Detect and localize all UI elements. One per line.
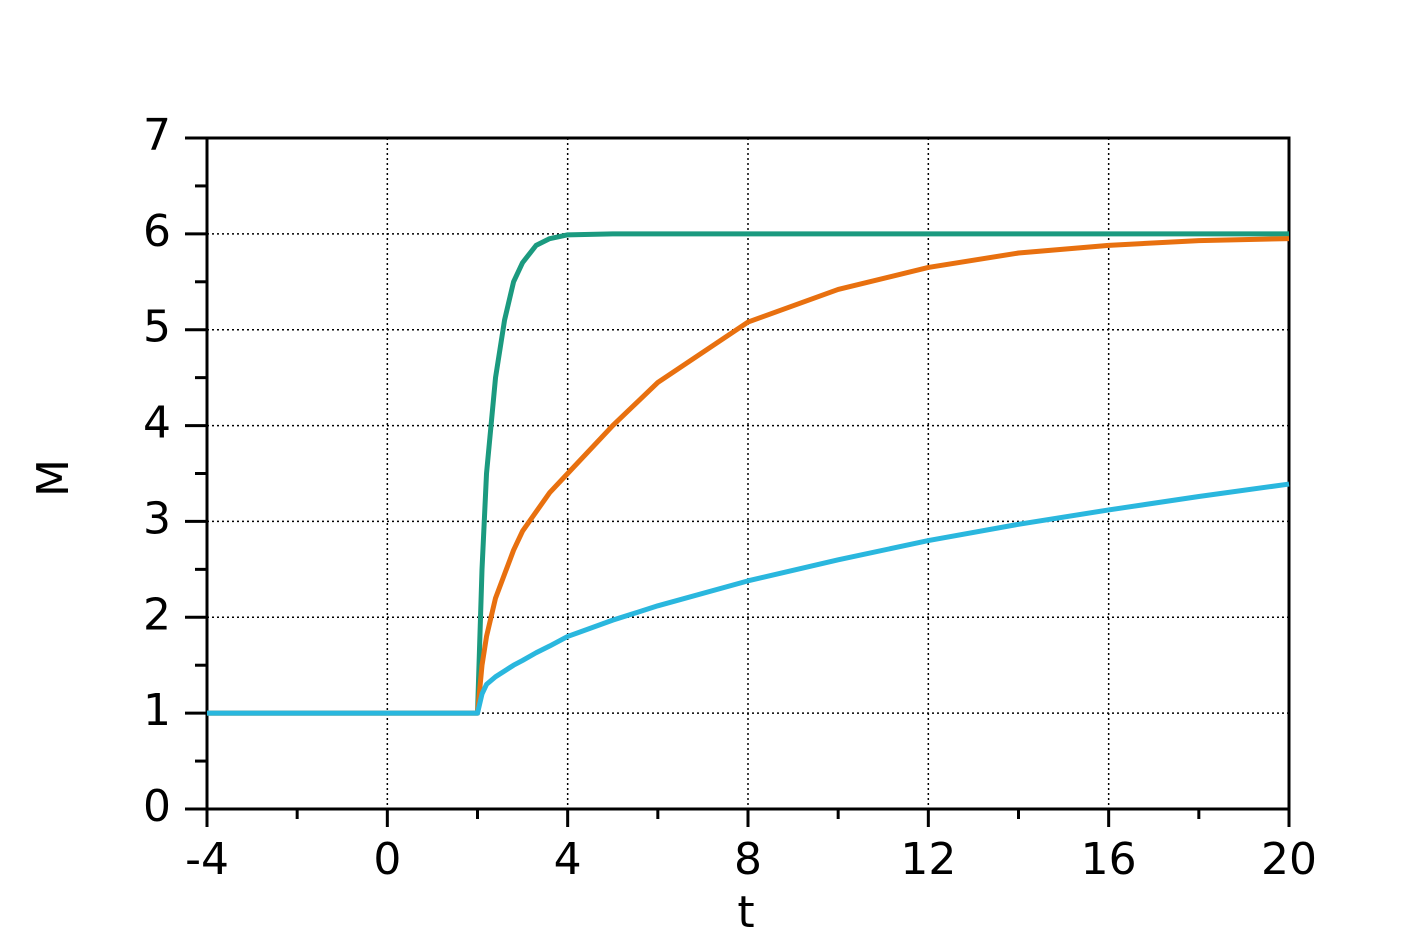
x-tick-label: -4: [185, 834, 229, 885]
y-tick-label: 0: [143, 781, 171, 832]
series-line: [207, 236, 1290, 716]
x-axis-label: t: [737, 887, 754, 938]
series-line: [207, 231, 1289, 716]
y-tick-label: 2: [143, 589, 171, 640]
y-tick-label: 3: [143, 493, 171, 544]
x-tick-label: 8: [734, 834, 762, 885]
y-tick-label: 4: [143, 398, 171, 449]
x-tick-label: 16: [1081, 834, 1137, 885]
y-tick-label: 5: [143, 302, 171, 353]
y-axis-label: M: [28, 459, 79, 497]
y-tick-label: 1: [143, 685, 171, 736]
x-tick-label: 20: [1261, 834, 1317, 885]
series-line: [207, 481, 1290, 716]
y-tick-label: 6: [143, 206, 171, 257]
x-tick-label: 0: [373, 834, 401, 885]
x-tick-label: 4: [554, 834, 582, 885]
y-tick-label: 7: [143, 110, 171, 161]
plot-frame: [205, 136, 1291, 811]
x-tick-label: 12: [900, 834, 956, 885]
